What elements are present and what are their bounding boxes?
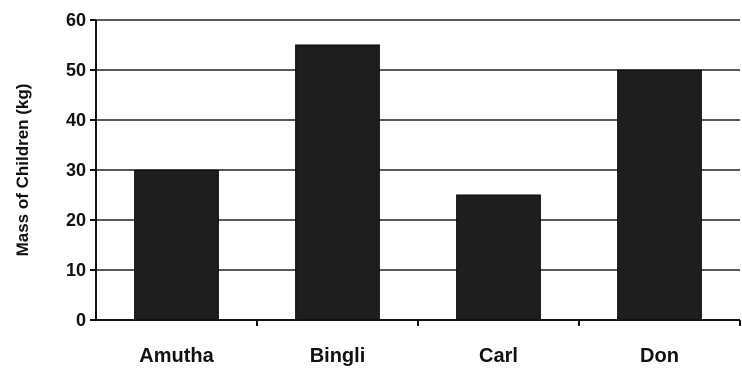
y-tick-label: 10 bbox=[66, 260, 86, 280]
bar-carl bbox=[456, 194, 541, 321]
x-tick-label-bingli: Bingli bbox=[310, 345, 366, 367]
x-tick-label-carl: Carl bbox=[479, 345, 518, 367]
y-axis-title: Mass of Children (kg) bbox=[13, 84, 32, 257]
bar-amutha bbox=[134, 169, 219, 321]
y-tick-label: 0 bbox=[76, 310, 86, 330]
y-tick-label: 60 bbox=[66, 10, 86, 30]
bar-bingli bbox=[295, 44, 380, 321]
x-tick-label-don: Don bbox=[640, 345, 679, 367]
y-tick-labels: 0 10 20 30 40 50 60 bbox=[66, 10, 96, 330]
bars bbox=[134, 44, 702, 321]
x-tick-labels: Amutha Bingli Carl Don bbox=[139, 320, 741, 367]
y-tick-label: 40 bbox=[66, 110, 86, 130]
y-tick-label: 20 bbox=[66, 210, 86, 230]
x-tick-label-amutha: Amutha bbox=[139, 345, 214, 367]
bar-don bbox=[617, 69, 702, 321]
y-tick-label: 30 bbox=[66, 160, 86, 180]
y-tick-label: 50 bbox=[66, 60, 86, 80]
